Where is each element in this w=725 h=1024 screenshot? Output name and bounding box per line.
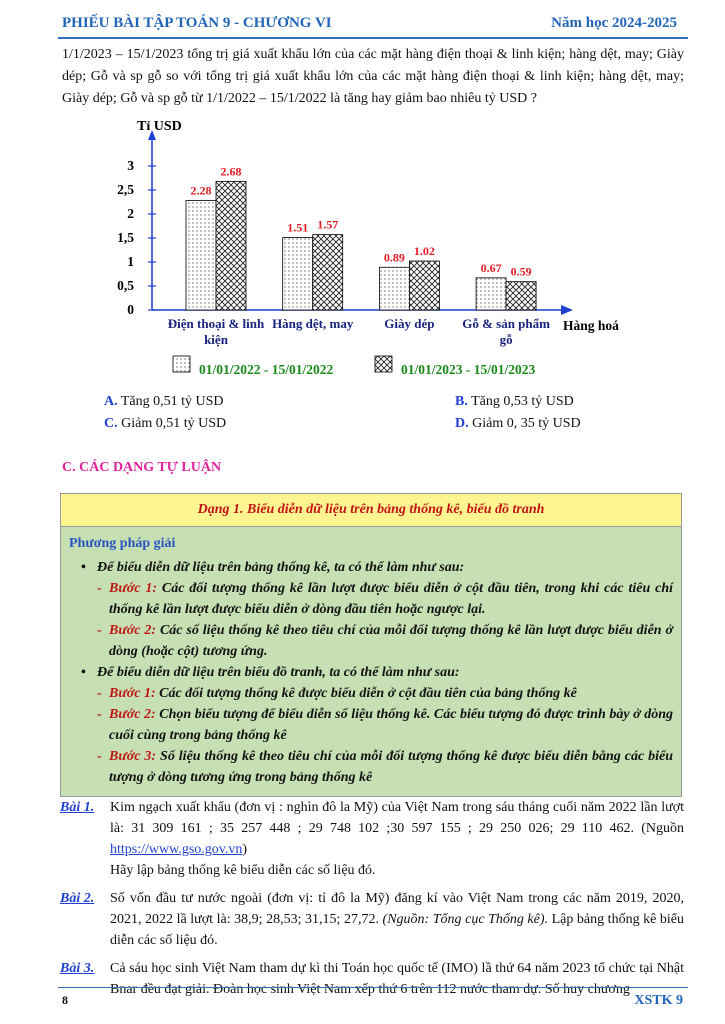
method-label: Phương pháp giải xyxy=(69,536,176,551)
bar xyxy=(475,277,507,311)
y-axis-label: Tỉ USD xyxy=(137,119,182,134)
exercise-part: Số vốn đầu tư nước ngoài (đơn vị: tỉ đô … xyxy=(110,891,684,927)
step-label: Bước 1: xyxy=(109,581,157,596)
step: Bước 2: Các số liệu thống kê theo tiêu c… xyxy=(95,620,673,662)
x-axis-arrow xyxy=(561,305,573,315)
y-tick-label: 0,5 xyxy=(117,278,134,293)
exercise-part: (Nguồn: Tổng cục Thống kê). xyxy=(382,912,549,927)
option-letter: B. xyxy=(455,394,468,409)
step: Bước 2: Chọn biểu tượng để biểu diễn số … xyxy=(95,704,673,746)
chart-area: Tỉ USD Hàng hoá 0 0,5 1 1,5 2 2,5 3 2.28 2.68 1.51 1… xyxy=(0,110,725,395)
data-label: 1.02 xyxy=(414,244,435,258)
header-right: Năm học 2024-2025 xyxy=(551,15,677,31)
exercise-text: Số vốn đầu tư nước ngoài (đơn vị: tỉ đô … xyxy=(110,888,684,951)
header-rule xyxy=(58,37,688,39)
bar xyxy=(378,266,410,311)
step: Bước 1: Các đối tượng thống kê được biểu… xyxy=(95,683,673,704)
question: 1/1/2023 – 15/1/2023 tổng trị giá xuất k… xyxy=(62,47,684,106)
footer-rule xyxy=(58,987,688,988)
option-text: Giảm 0, 35 tỷ USD xyxy=(472,416,581,431)
x-tick-label: Gỗ & sản phẩm gỗ xyxy=(462,316,550,347)
y-tick-label: 2 xyxy=(127,206,134,221)
data-label: 0.59 xyxy=(511,265,532,279)
y-tick-label: 2,5 xyxy=(117,182,134,197)
option-b: B. Tăng 0,53 tỷ USD xyxy=(455,394,574,410)
option-letter: A. xyxy=(104,394,118,409)
option-c: C. Giảm 0,51 tỷ USD xyxy=(104,416,226,432)
exercise-part: Lập bảng thống kê biểu diễn các số liệu … xyxy=(110,912,684,948)
bar xyxy=(185,200,217,311)
step-label: Bước 2: xyxy=(109,623,157,638)
step-label: Bước 1: xyxy=(109,686,156,701)
y-tick-label: 3 xyxy=(127,158,134,173)
box-title: Dạng 1. Biểu diễn dữ liệu trên bảng thốn… xyxy=(61,494,681,527)
exercise-label: Bài 3. xyxy=(60,961,95,976)
bullet-text: Để biểu diễn dữ liệu trên bảng thống kê,… xyxy=(97,560,465,575)
x-tick-label: Hàng dệt, may xyxy=(272,316,354,331)
step-text: Các đối tượng thống kê lần lượt được biể… xyxy=(109,581,673,617)
exercise-note: Hãy lập bảng thống kê biểu diễn các số l… xyxy=(110,863,376,878)
option-text: Tăng 0,51 tỷ USD xyxy=(120,394,224,409)
bullet-item: Để biểu diễn dữ liệu trên bảng thống kê,… xyxy=(69,557,673,578)
data-label: 1.51 xyxy=(287,221,308,235)
data-label: 0.67 xyxy=(481,261,502,275)
step-label: Bước 3: xyxy=(109,749,157,764)
data-label: 2.68 xyxy=(221,164,242,178)
step-label: Bước 2: xyxy=(109,707,156,722)
exercise-part: ) xyxy=(242,842,248,857)
bar xyxy=(312,234,344,311)
section-title: C. CÁC DẠNG TỰ LUẬN xyxy=(62,460,222,475)
step-text: Số liệu thống kê theo tiêu chí của mỗi đ… xyxy=(109,749,674,785)
x-tick-label: Giày dép xyxy=(384,316,435,331)
bar xyxy=(408,260,440,311)
data-label: 0.89 xyxy=(384,250,405,264)
y-axis-arrow xyxy=(148,130,156,140)
exercise-part: Kim ngạch xuất khẩu (đơn vị : nghìn đô l… xyxy=(110,800,684,836)
chart: Tỉ USD Hàng hoá 0 0,5 1 1,5 2 2,5 3 2.28 2.68 1.51 1… xyxy=(117,119,619,373)
step-text: Chọn biểu tượng để biểu diễn số liệu thố… xyxy=(109,707,674,743)
option-letter: D. xyxy=(455,416,469,431)
legend-swatch xyxy=(374,355,393,373)
step: Bước 1: Các đối tượng thống kê lần lượt … xyxy=(95,578,673,620)
option-text: Tăng 0,53 tỷ USD xyxy=(471,394,574,409)
y-tick-label: 1 xyxy=(127,254,134,269)
exercise-part: Cả sáu học sinh Việt Nam tham dự kì thi … xyxy=(110,961,684,997)
data-label: 1.57 xyxy=(317,218,338,232)
x-tick-label: Điện thoại & linh kiện xyxy=(167,316,265,347)
footer-code: XSTK 9 xyxy=(634,993,683,1008)
page-number: 8 xyxy=(62,993,68,1007)
exercise-text: Cả sáu học sinh Việt Nam tham dự kì thi … xyxy=(110,958,684,1000)
option-text: Giảm 0,51 tỷ USD xyxy=(121,416,227,431)
step-text: Các đối tượng thống kê được biểu diễn ở … xyxy=(159,686,577,701)
source-link[interactable]: https://www.gso.gov.vn xyxy=(110,842,243,857)
method-box: Dạng 1. Biểu diễn dữ liệu trên bảng thốn… xyxy=(60,493,682,797)
legend-label: 01/01/2022 - 15/01/2022 xyxy=(199,362,334,377)
option-letter: C. xyxy=(104,416,118,431)
bullet-text: Để biểu diễn dữ liệu trên biểu đồ tranh,… xyxy=(97,665,460,680)
header-left: PHIẾU BÀI TẬP TOÁN 9 - CHƯƠNG VI xyxy=(62,15,332,31)
x-axis-label: Hàng hoá xyxy=(563,318,619,333)
step-text: Các số liệu thống kê theo tiêu chí của m… xyxy=(109,623,673,659)
step: Bước 3: Số liệu thống kê theo tiêu chí c… xyxy=(95,746,673,788)
bar xyxy=(215,180,247,311)
exercise: Bài 1. Kim ngạch xuất khẩu (đơn vị : nghì… xyxy=(60,797,684,881)
bar xyxy=(282,237,314,311)
y-tick-label: 1,5 xyxy=(117,230,134,245)
legend-label: 01/01/2023 - 15/01/2023 xyxy=(401,362,536,377)
legend-swatch xyxy=(172,355,191,373)
exercise-label: Bài 2. xyxy=(60,891,95,906)
option-d: D. Giảm 0, 35 tỷ USD xyxy=(455,416,581,432)
data-label: 2.28 xyxy=(191,184,212,198)
exercise-label: Bài 1. xyxy=(60,800,95,815)
exercise: Bài 2. Số vốn đầu tư nước ngoài (đơn vị: … xyxy=(60,888,684,951)
option-a: A. Tăng 0,51 tỷ USD xyxy=(104,394,224,410)
bar xyxy=(505,281,537,311)
box-body: Phương pháp giải Để biểu diễn dữ liệu tr… xyxy=(61,527,681,796)
exercise: Bài 3. Cả sáu học sinh Việt Nam tham dự k… xyxy=(60,958,684,1000)
y-tick-label: 0 xyxy=(127,302,134,317)
exercise-text: Kim ngạch xuất khẩu (đơn vị : nghìn đô l… xyxy=(110,797,684,881)
bullet-item: Để biểu diễn dữ liệu trên biểu đồ tranh,… xyxy=(69,662,673,683)
